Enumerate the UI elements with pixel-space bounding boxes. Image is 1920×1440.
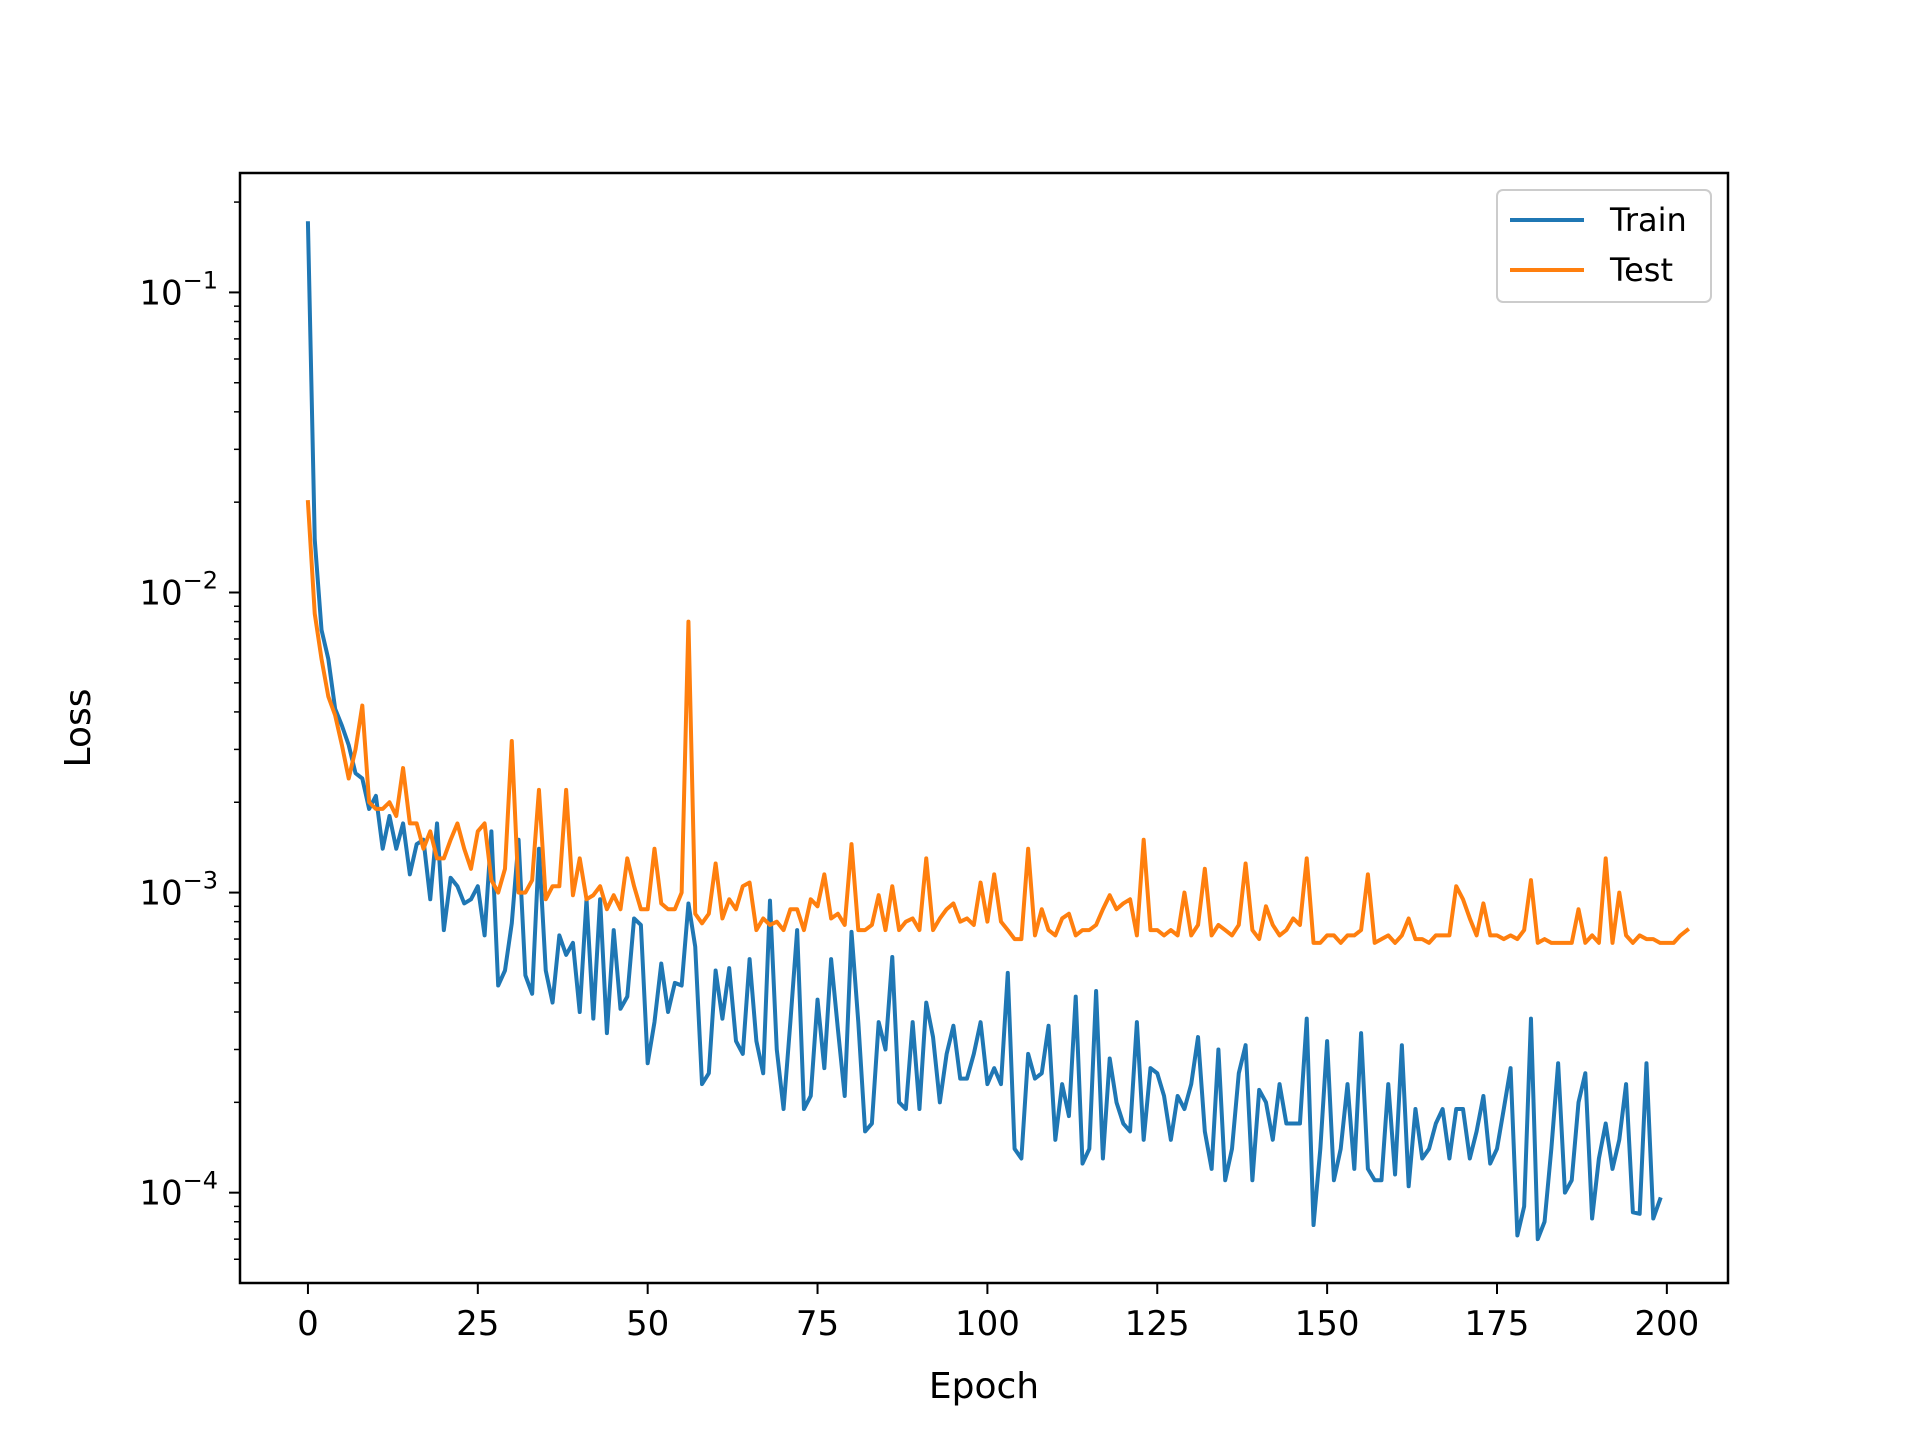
x-tick-label: 175 [1465, 1304, 1530, 1344]
y-tick-label: 10−2 [139, 566, 218, 613]
y-tick-label: 10−4 [139, 1167, 218, 1214]
x-tick-label: 100 [955, 1304, 1020, 1344]
legend-label-train: Train [1609, 201, 1687, 239]
x-tick-label: 150 [1295, 1304, 1360, 1344]
y-axis: 10−1 10−2 10−3 10−4 [139, 201, 240, 1260]
series-line-test [305, 500, 1691, 945]
x-tick-label: 25 [456, 1304, 499, 1344]
plot-frame [238, 171, 1730, 1285]
series-layer [305, 221, 1691, 1242]
y-tick-label: 10−3 [139, 867, 218, 914]
legend-label-test: Test [1609, 251, 1673, 289]
x-tick-label: 0 [297, 1304, 319, 1344]
y-tick-label: 10−1 [139, 266, 218, 313]
y-axis-title: Loss [58, 689, 99, 768]
x-axis: 0 25 50 75 100 125 150 175 200 [297, 1283, 1699, 1344]
x-tick-label: 125 [1125, 1304, 1190, 1344]
x-axis-title: Epoch [929, 1366, 1039, 1407]
legend: Train Test [1496, 189, 1712, 303]
x-tick-label: 200 [1634, 1304, 1699, 1344]
x-tick-label: 50 [626, 1304, 669, 1344]
x-tick-label: 75 [796, 1304, 839, 1344]
series-line-train [305, 221, 1663, 1242]
